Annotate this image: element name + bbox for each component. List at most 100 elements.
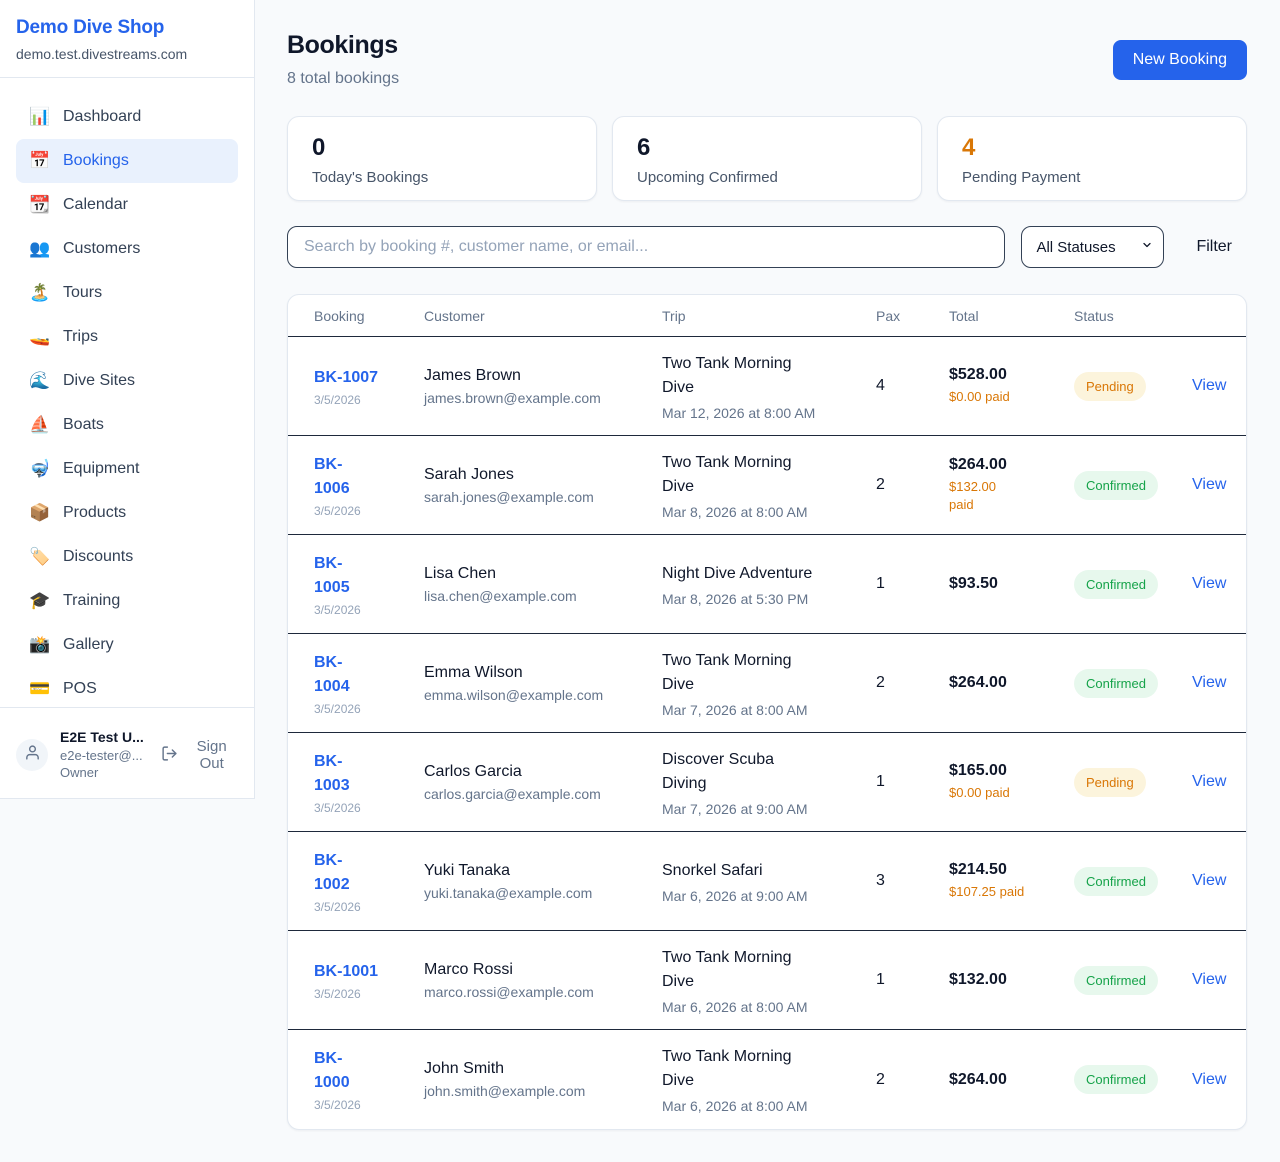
booking-id-link[interactable]: BK- 1000: [314, 1050, 350, 1091]
paid-amount: $0.00 paid: [949, 388, 1010, 404]
trip-datetime: Mar 12, 2026 at 8:00 AM: [662, 404, 816, 421]
trip-cell: Two Tank Morning Dive Mar 12, 2026 at 8:…: [662, 352, 876, 421]
stat-card-todays-bookings: 0 Today's Bookings: [287, 116, 597, 201]
sidebar-item-dashboard[interactable]: 📊 Dashboard: [16, 95, 238, 139]
sidebar-item-products[interactable]: 📦 Products: [16, 491, 238, 535]
view-link[interactable]: View: [1192, 773, 1227, 790]
sidebar-item-gallery[interactable]: 📸 Gallery: [16, 623, 238, 667]
booking-id-link[interactable]: BK- 1003: [314, 752, 350, 794]
total-cell: $214.50 $107.25 paid: [949, 861, 1074, 901]
customer-name: Yuki Tanaka: [424, 861, 510, 879]
sidebar-item-customers[interactable]: 👥 Customers: [16, 227, 238, 271]
sidebar: Demo Dive Shop demo.test.divestreams.com…: [0, 0, 255, 799]
trip-cell: Two Tank Morning Dive Mar 6, 2026 at 8:0…: [662, 946, 876, 1015]
shop-name: Demo Dive Shop: [16, 17, 165, 38]
sidebar-item-equipment[interactable]: 🤿 Equipment: [16, 447, 238, 491]
sidebar-item-label: Calendar: [63, 196, 128, 213]
stat-card-upcoming-confirmed: 6 Upcoming Confirmed: [612, 116, 922, 201]
bar-chart-icon: 📊: [29, 107, 51, 126]
total-cell: $93.50: [949, 575, 1074, 593]
view-link[interactable]: View: [1192, 476, 1227, 493]
customer-email: john.smith@example.com: [424, 1083, 586, 1099]
customer-name: Marco Rossi: [424, 960, 513, 978]
trip-datetime: Mar 8, 2026 at 8:00 AM: [662, 503, 808, 520]
sidebar-item-trips[interactable]: 🚤 Trips: [16, 315, 238, 359]
graduation-cap-icon: 🎓: [29, 591, 51, 610]
booking-id-link[interactable]: BK- 1006: [314, 455, 350, 497]
actions-cell: View: [1192, 476, 1226, 494]
booking-created-date: 3/5/2026: [314, 800, 361, 815]
sidebar-item-label: Equipment: [63, 460, 140, 477]
trip-cell: Two Tank Morning Dive Mar 8, 2026 at 8:0…: [662, 451, 876, 520]
status-badge: Confirmed: [1074, 1065, 1158, 1094]
sidebar-item-dive-sites[interactable]: 🌊 Dive Sites: [16, 359, 238, 403]
customer-cell: Emma Wilson emma.wilson@example.com: [424, 664, 662, 703]
booking-id-link[interactable]: BK-1007: [314, 368, 379, 386]
tear-off-calendar-icon: 📆: [29, 195, 51, 214]
bookings-table: Booking Customer Trip Pax Total Status B…: [287, 294, 1247, 1130]
new-booking-button[interactable]: New Booking: [1112, 40, 1247, 80]
total-amount: $132.00: [949, 971, 1007, 988]
stat-value: 6: [637, 134, 651, 161]
sidebar-item-calendar[interactable]: 📆 Calendar: [16, 183, 238, 227]
trip-name: Two Tank Morning Dive: [662, 948, 792, 990]
total-cell: $165.00 $0.00 paid: [949, 762, 1074, 802]
table-row: BK-1001 3/5/2026 Marco Rossi marco.rossi…: [288, 931, 1246, 1030]
booking-id-link[interactable]: BK- 1004: [314, 653, 350, 695]
status-badge: Confirmed: [1074, 866, 1158, 896]
sidebar-item-label: Training: [63, 592, 121, 609]
sign-out-button[interactable]: Sign Out: [161, 738, 238, 772]
sidebar-item-tours[interactable]: 🏝️ Tours: [16, 271, 238, 315]
sidebar-item-discounts[interactable]: 🏷️ Discounts: [16, 535, 238, 579]
sailboat-icon: ⛵: [29, 415, 51, 434]
booking-cell: BK-1007 3/5/2026: [314, 366, 424, 407]
customer-cell: Sarah Jones sarah.jones@example.com: [424, 466, 662, 505]
sidebar-item-label: POS: [63, 680, 97, 697]
customer-email: marco.rossi@example.com: [424, 983, 594, 1000]
trip-cell: Discover Scuba Diving Mar 7, 2026 at 9:0…: [662, 748, 876, 817]
user-icon: [24, 744, 41, 766]
customer-cell: John Smith john.smith@example.com: [424, 1060, 662, 1099]
total-amount: $214.50: [949, 860, 1007, 878]
customer-cell: Lisa Chen lisa.chen@example.com: [424, 565, 662, 604]
status-filter-select[interactable]: All Statuses: [1021, 226, 1165, 268]
pax-count: 1: [876, 575, 885, 592]
trip-name: Two Tank Morning Dive: [662, 651, 792, 693]
stat-card-pending-payment: 4 Pending Payment: [937, 116, 1247, 201]
filter-button[interactable]: Filter: [1196, 238, 1232, 255]
diving-mask-icon: 🤿: [29, 459, 51, 478]
sidebar-nav: 📊 Dashboard 📅 Bookings 📆 Calendar 👥 Customer…: [0, 78, 254, 711]
sidebar-item-pos[interactable]: 💳 POS: [16, 667, 238, 711]
booking-cell: BK- 1000 3/5/2026: [314, 1047, 424, 1112]
sign-out-icon: [161, 745, 178, 766]
sidebar-item-training[interactable]: 🎓 Training: [16, 579, 238, 623]
status-cell: Pending: [1074, 767, 1192, 797]
booking-id-link[interactable]: BK- 1002: [314, 851, 350, 893]
status-badge: Confirmed: [1074, 668, 1158, 698]
sidebar-item-label: Dive Sites: [63, 372, 136, 389]
pax-count: 1: [876, 773, 885, 790]
sidebar-item-label: Trips: [63, 328, 98, 345]
table-row: BK- 1002 3/5/2026 Yuki Tanaka yuki.tanak…: [288, 832, 1246, 931]
customer-email: james.brown@example.com: [424, 389, 601, 406]
view-link[interactable]: View: [1192, 1070, 1227, 1088]
search-input[interactable]: [287, 226, 1006, 268]
view-link[interactable]: View: [1192, 377, 1227, 394]
sidebar-item-label: Customers: [63, 240, 141, 257]
view-link[interactable]: View: [1192, 674, 1227, 691]
user-info: E2E Test U... e2e-tester@... Owner: [60, 728, 149, 782]
trip-cell: Snorkel Safari Mar 6, 2026 at 9:00 AM: [662, 859, 876, 904]
trip-name: Night Dive Adventure: [662, 564, 813, 582]
sidebar-item-bookings[interactable]: 📅 Bookings: [16, 139, 238, 183]
sidebar-item-boats[interactable]: ⛵ Boats: [16, 403, 238, 447]
actions-cell: View: [1192, 773, 1226, 791]
booking-id-link[interactable]: BK- 1005: [314, 554, 350, 596]
page-title: Bookings: [287, 31, 398, 59]
view-link[interactable]: View: [1192, 872, 1227, 889]
view-link[interactable]: View: [1192, 575, 1227, 592]
shop-domain: demo.test.divestreams.com: [16, 46, 188, 62]
trip-name: Two Tank Morning Dive: [662, 354, 792, 396]
booking-id-link[interactable]: BK-1001: [314, 962, 379, 980]
view-link[interactable]: View: [1192, 971, 1227, 988]
status-cell: Confirmed: [1074, 965, 1192, 995]
